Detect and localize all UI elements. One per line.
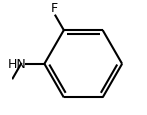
Text: HN: HN: [8, 58, 27, 71]
Text: F: F: [51, 2, 58, 15]
